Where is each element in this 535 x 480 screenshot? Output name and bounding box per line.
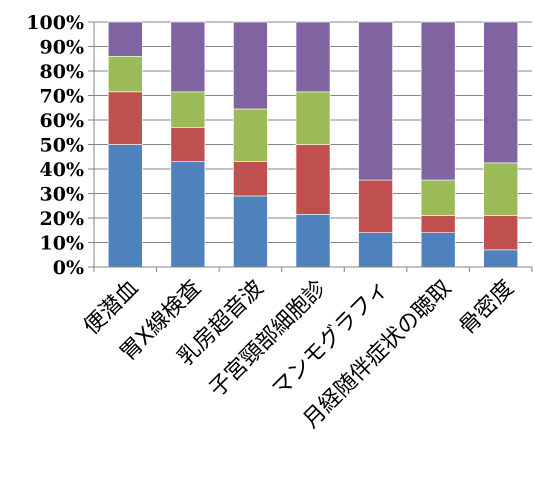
bar-segment [233, 108, 268, 162]
y-tick-label: 50% [40, 135, 85, 157]
bar-segment [358, 179, 393, 233]
bar-segment [358, 232, 393, 268]
bar-segment [107, 55, 143, 93]
y-tick-label: 0% [53, 257, 84, 279]
y-tick-label: 20% [40, 208, 85, 230]
bar-segment [358, 21, 393, 181]
y-tick-label: 10% [40, 233, 85, 255]
y-tick-label: 30% [40, 184, 85, 206]
bar-segment [295, 21, 331, 93]
bar-segment [107, 21, 143, 57]
bar-segment [233, 195, 268, 268]
bar-segment [170, 127, 206, 162]
bar-segment [483, 215, 519, 251]
bar-segment [483, 21, 519, 164]
bar-segment [233, 21, 268, 110]
bar-segment [170, 21, 206, 93]
bar-segment [295, 91, 331, 145]
bar-segment [420, 232, 456, 268]
bar-segment [420, 179, 456, 216]
y-tick-label: 100% [26, 12, 84, 34]
bar-segment [295, 144, 331, 215]
bar-segment [107, 144, 143, 268]
y-tick-labels: 0%10% 20%30% 40%50% 60%70% 80%90% 100% [26, 12, 84, 279]
bar-segment [483, 162, 519, 216]
bar-segment [420, 21, 456, 181]
bars [107, 21, 519, 268]
y-tick-label: 60% [40, 110, 85, 132]
bar-segment [483, 249, 519, 268]
axes [88, 21, 533, 272]
bar-segment [170, 161, 206, 268]
bar-segment [233, 161, 268, 197]
y-tick-label: 70% [40, 86, 85, 108]
y-tick-label: 40% [40, 159, 85, 181]
bar-segment [295, 214, 331, 268]
bar-segment [107, 91, 143, 145]
bar-segment [420, 215, 456, 234]
bar-segment [170, 91, 206, 128]
y-tick-label: 80% [40, 61, 85, 83]
category-label: 骨密度 [455, 276, 519, 340]
y-tick-label: 90% [40, 37, 85, 59]
